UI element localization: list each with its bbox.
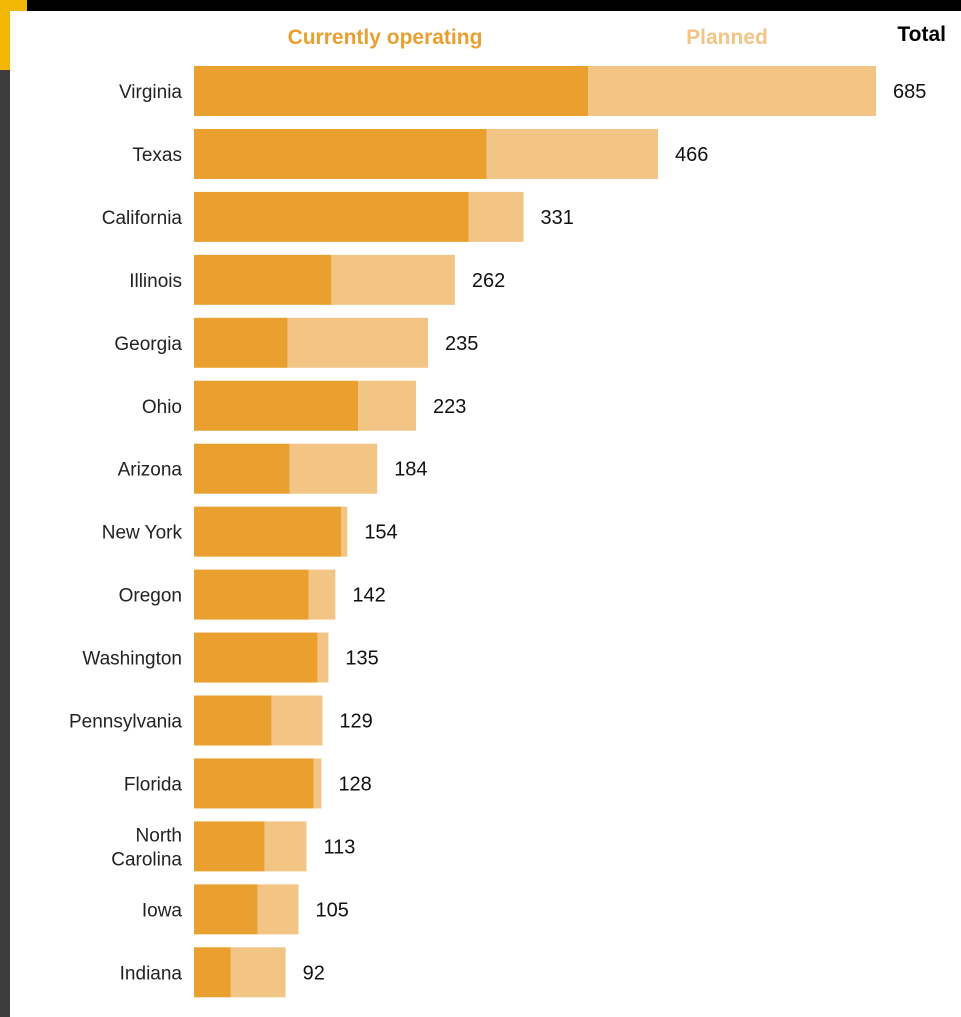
bar-row-pennsylvania: Pennsylvania 129	[69, 695, 373, 746]
bar-operating	[194, 66, 589, 116]
category-label: Oregon	[119, 586, 182, 607]
category-label: Ohio	[142, 397, 182, 418]
bar-row-indiana: Indiana 92	[120, 947, 325, 998]
bar-row-washington: Washington 135	[82, 632, 379, 683]
bar-planned	[230, 947, 286, 998]
category-label: Arizona	[118, 460, 183, 481]
bar-operating	[194, 884, 258, 935]
total-value-label: 235	[445, 333, 478, 355]
bar-row-iowa: Iowa 105	[142, 884, 349, 935]
bar-planned	[331, 254, 455, 305]
bar-row-illinois: Illinois 262	[129, 254, 505, 305]
category-label: California	[102, 208, 183, 229]
category-label: Florida	[124, 774, 183, 795]
bar-operating	[194, 128, 487, 179]
total-value-label: 135	[345, 648, 378, 670]
total-value-label: 105	[316, 899, 349, 921]
chart-panel: Currently operating Planned Total Virgin…	[10, 11, 961, 1017]
bar-operating	[194, 569, 309, 620]
bar-row-oregon: Oregon 142	[119, 569, 386, 620]
bar-planned	[287, 317, 428, 368]
bar-planned	[486, 128, 658, 179]
bar-row-california: California 331	[102, 191, 574, 242]
category-label: Washington	[82, 649, 182, 670]
bar-operating	[194, 821, 265, 872]
total-value-label: 331	[541, 207, 574, 229]
legend-operating: Currently operating	[288, 26, 483, 49]
category-label: North Carolina	[111, 825, 182, 870]
bar-planned	[468, 191, 524, 242]
bar-operating	[194, 632, 318, 683]
total-value-label: 129	[339, 711, 372, 733]
total-value-label: 262	[472, 270, 505, 292]
bar-operating	[194, 506, 342, 557]
total-value-label: 92	[303, 962, 325, 984]
bar-row-new-york: New York 154	[102, 506, 398, 557]
bar-row-florida: Florida 128	[124, 758, 372, 809]
bar-planned	[341, 506, 348, 557]
total-value-label: 466	[675, 144, 708, 166]
bar-row-virginia: Virginia 685	[119, 66, 926, 116]
stacked-bar-chart: Currently operating Planned Total Virgin…	[69, 23, 946, 998]
bar-planned	[271, 695, 323, 746]
bar-planned	[313, 758, 322, 809]
bar-planned	[317, 632, 329, 683]
bar-operating	[194, 758, 314, 809]
bar-operating	[194, 380, 359, 431]
category-label: Georgia	[114, 334, 182, 355]
total-value-label: 154	[364, 522, 397, 544]
bar-operating	[194, 695, 272, 746]
total-value-label: 184	[394, 459, 427, 481]
total-value-label: 113	[324, 836, 356, 858]
category-label: Iowa	[142, 900, 183, 921]
bar-planned	[308, 569, 336, 620]
bar-row-arizona: Arizona 184	[118, 443, 428, 494]
legend-planned: Planned	[686, 26, 768, 49]
category-label: Texas	[132, 145, 182, 166]
bar-row-texas: Texas 466	[132, 128, 708, 179]
bar-operating	[194, 317, 288, 368]
total-value-label: 128	[338, 773, 371, 795]
bar-row-north-carolina: North Carolina 113	[111, 821, 356, 872]
bar-operating	[194, 947, 231, 998]
bar-planned	[588, 66, 876, 116]
bar-planned	[264, 821, 307, 872]
total-value-label: 685	[893, 81, 926, 103]
total-value-label: 142	[352, 585, 385, 607]
window-frame-top	[0, 0, 961, 11]
category-label: Pennsylvania	[69, 712, 182, 733]
bar-groups: Virginia 685 Texas 466 California 331 Illinois…	[69, 66, 926, 998]
bar-planned	[289, 443, 378, 494]
bar-operating	[194, 443, 290, 494]
category-label: Illinois	[129, 271, 182, 292]
legend-total: Total	[897, 23, 946, 46]
bar-planned	[358, 380, 417, 431]
total-value-label: 223	[433, 396, 466, 418]
bar-planned	[257, 884, 299, 935]
category-label: New York	[102, 523, 183, 544]
bar-row-georgia: Georgia 235	[114, 317, 478, 368]
category-label: Indiana	[120, 963, 183, 984]
bar-operating	[194, 191, 469, 242]
bar-operating	[194, 254, 332, 305]
bar-row-ohio: Ohio 223	[142, 380, 466, 431]
category-label: Virginia	[119, 82, 182, 103]
